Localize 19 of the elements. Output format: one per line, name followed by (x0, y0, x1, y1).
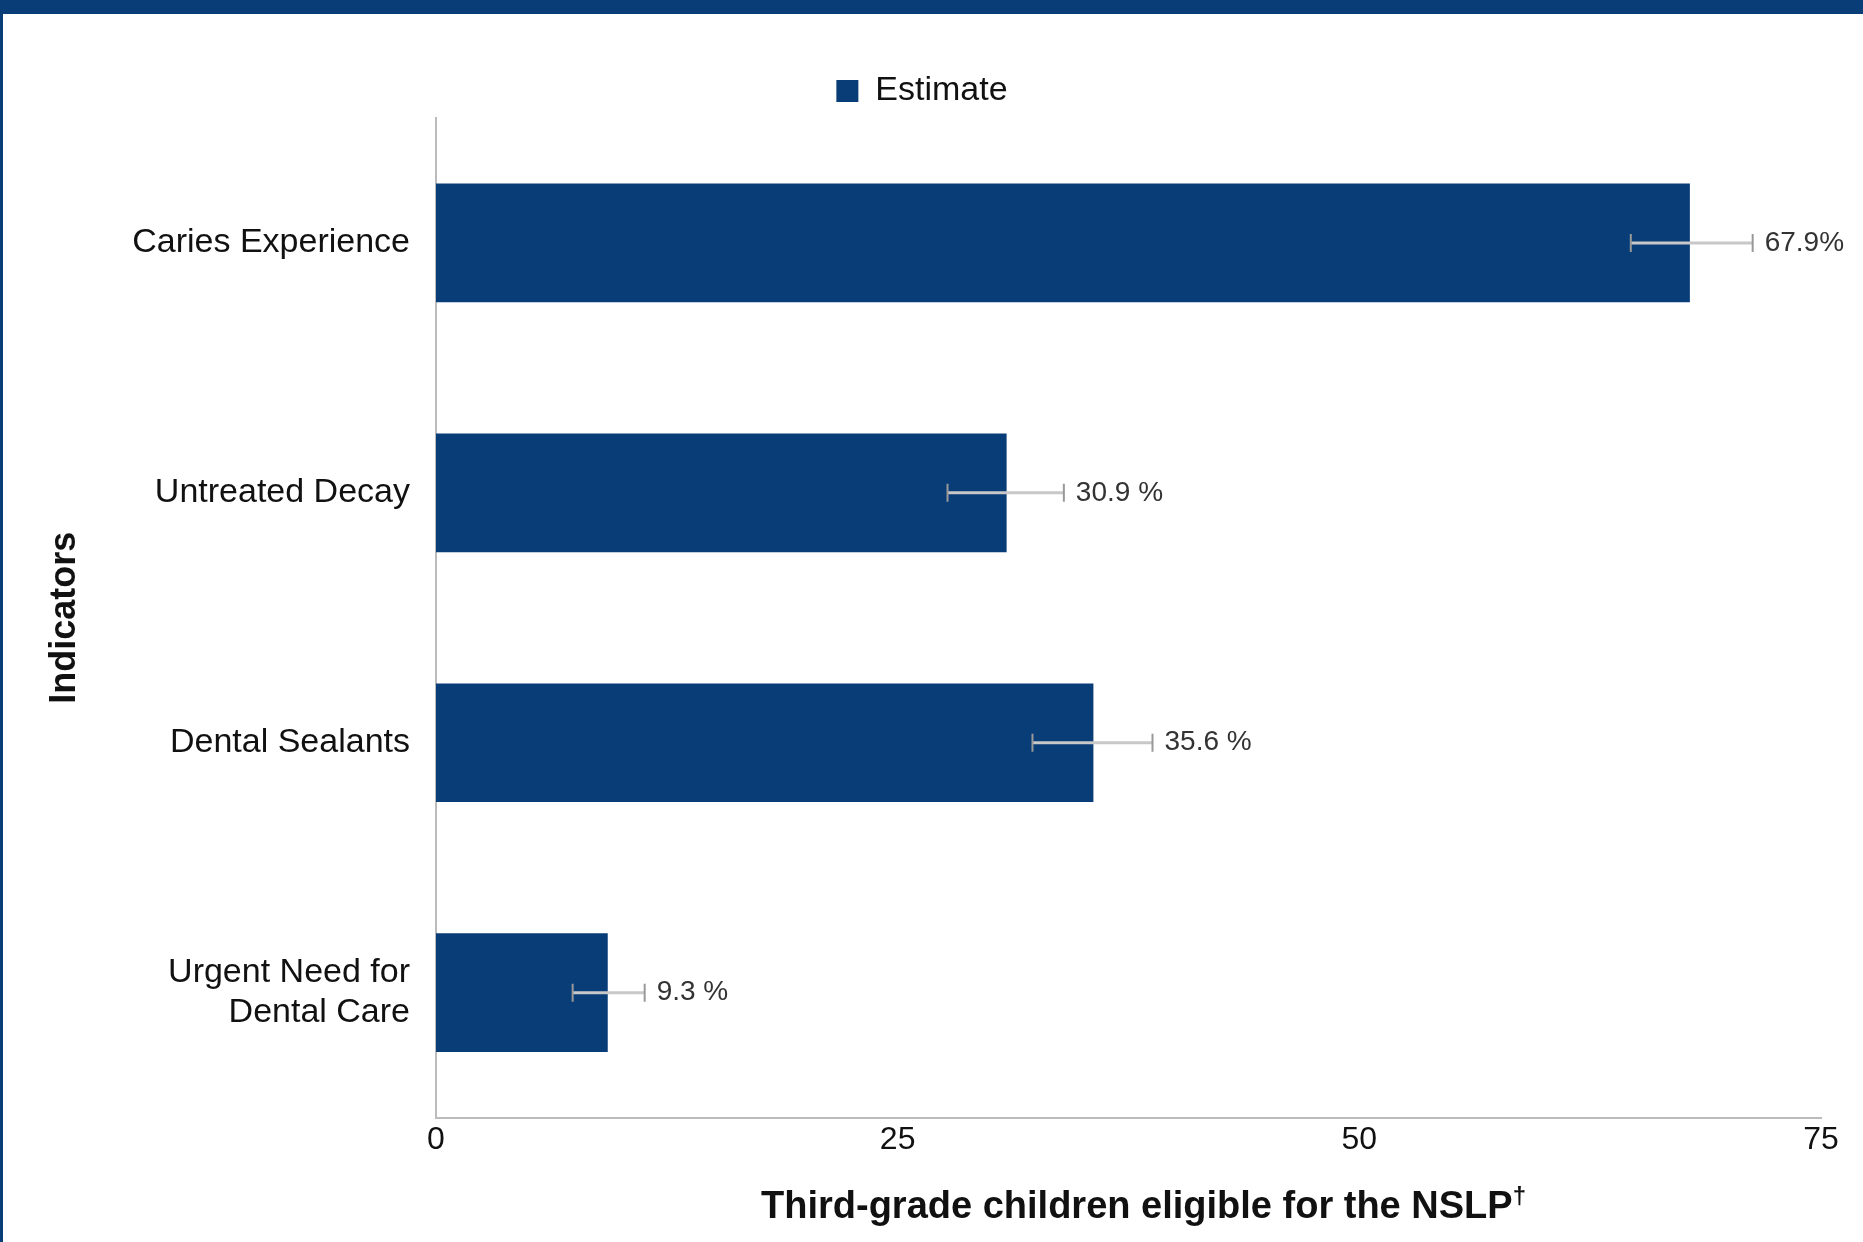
x-tick-label: 75 (1803, 1119, 1839, 1156)
data-label: 30.9 % (1075, 475, 1164, 507)
legend-label: Estimate (875, 69, 1008, 108)
bar (435, 933, 608, 1052)
y-tick-label: Urgent Need for Dental Care (168, 950, 410, 1030)
bar (435, 183, 1690, 303)
bar (435, 433, 1007, 553)
x-tick-label: 50 (1341, 1119, 1378, 1156)
x-axis-title: Third-grade children eligible for the NSLP$^{†}$ (760, 1182, 1527, 1227)
y-tick-label: Caries Experience (132, 221, 410, 260)
y-tick-label: Dental Sealants (169, 721, 410, 760)
y-axis-title: Indicators (41, 531, 83, 704)
x-tick-label: 25 (879, 1119, 916, 1156)
data-label: 35.6 % (1164, 725, 1252, 757)
bar (435, 683, 1094, 803)
x-tick-label: 0 (427, 1119, 445, 1156)
data-label: 67.9% (1764, 225, 1845, 257)
data-label: 9.3 % (656, 975, 729, 1007)
y-tick-label: Untreated Decay (154, 471, 410, 510)
